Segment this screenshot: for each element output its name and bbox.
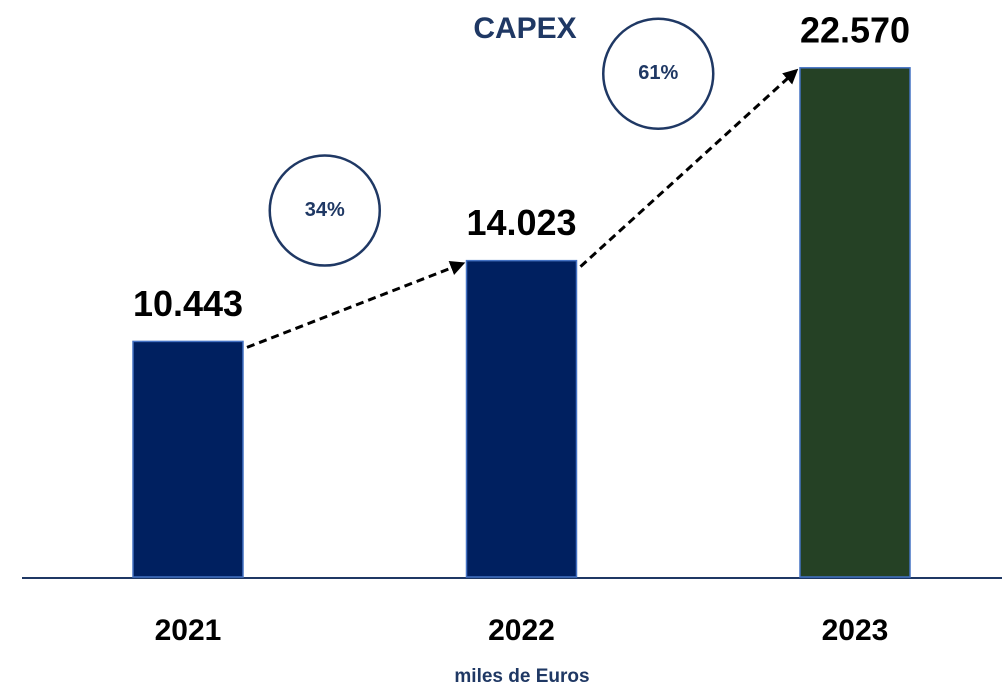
x-tick-label: 2021 [155, 614, 222, 647]
x-tick-label: 2022 [488, 614, 555, 647]
bar [465, 259, 578, 578]
chart-title: CAPEX [473, 12, 576, 45]
growth-arrow [579, 68, 799, 268]
bar [799, 67, 911, 578]
growth-circle [602, 17, 715, 130]
x-axis-label: miles de Euros [454, 666, 589, 687]
growth-arrow [246, 260, 466, 349]
x-tick-label: 2023 [822, 614, 889, 647]
growth-label: 61% [638, 62, 678, 84]
value-label: 14.023 [466, 202, 576, 243]
value-label: 10.443 [133, 283, 243, 324]
growth-label: 34% [305, 199, 345, 221]
value-label: 22.570 [800, 9, 910, 50]
bar [132, 340, 244, 578]
growth-circle [268, 154, 381, 267]
